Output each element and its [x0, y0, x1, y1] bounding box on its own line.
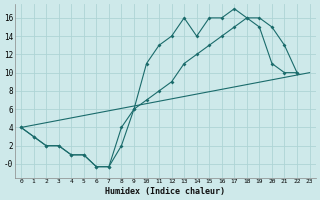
X-axis label: Humidex (Indice chaleur): Humidex (Indice chaleur)	[105, 187, 225, 196]
